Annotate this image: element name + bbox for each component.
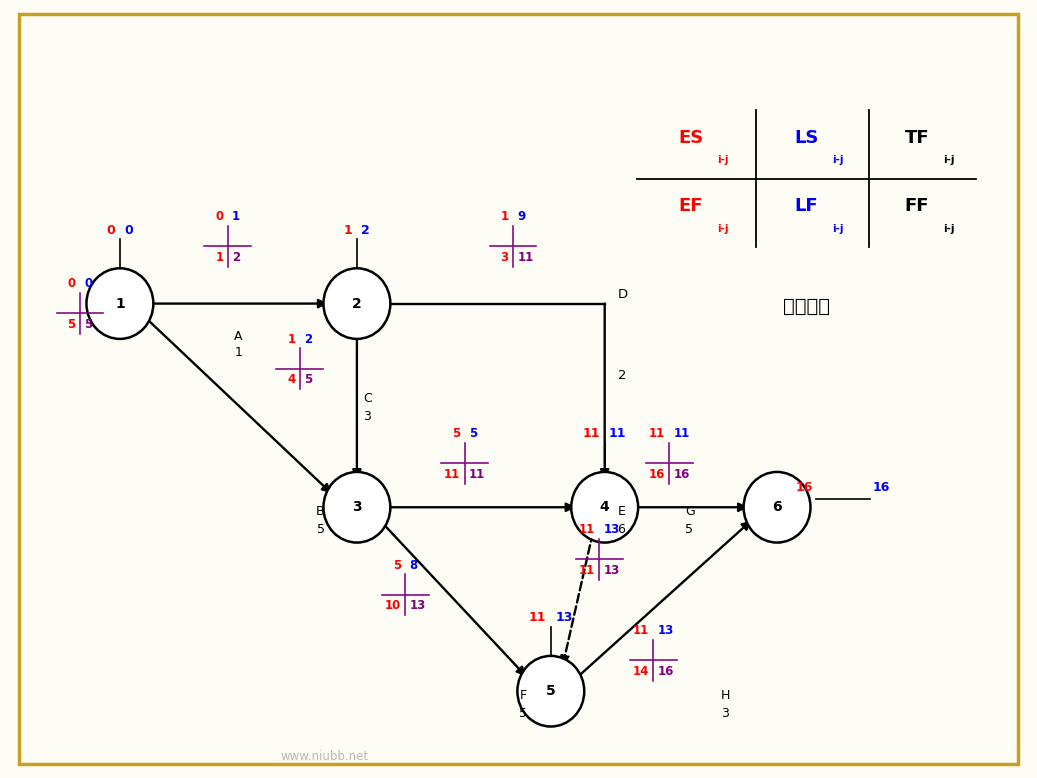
Text: 2: 2 <box>232 251 240 265</box>
Text: 2: 2 <box>361 224 370 237</box>
Text: i-j: i-j <box>833 156 844 166</box>
Text: E: E <box>618 505 625 517</box>
Text: 5: 5 <box>304 373 312 387</box>
Text: www.niubb.net: www.niubb.net <box>281 751 368 763</box>
Text: 5: 5 <box>685 523 694 536</box>
Text: 4: 4 <box>599 500 610 514</box>
Text: 2: 2 <box>304 333 312 345</box>
Text: 5: 5 <box>545 684 556 698</box>
Text: 13: 13 <box>657 624 674 637</box>
Text: i-j: i-j <box>717 224 728 233</box>
Ellipse shape <box>744 472 811 542</box>
Text: 16: 16 <box>674 468 690 481</box>
Text: 11: 11 <box>469 468 485 481</box>
Text: 11: 11 <box>579 523 595 536</box>
Text: 16: 16 <box>657 665 674 678</box>
Text: EF: EF <box>678 198 703 216</box>
Text: 11: 11 <box>529 612 546 625</box>
Ellipse shape <box>571 472 638 542</box>
Text: H: H <box>721 689 730 702</box>
Text: 2: 2 <box>352 296 362 310</box>
Text: 5: 5 <box>67 318 76 331</box>
Text: 0: 0 <box>107 224 115 237</box>
Text: 1: 1 <box>501 210 509 223</box>
Text: 5: 5 <box>393 559 401 572</box>
Text: 1: 1 <box>344 224 353 237</box>
Text: 13: 13 <box>410 599 426 612</box>
Text: 5: 5 <box>469 427 477 440</box>
Text: 4: 4 <box>287 373 296 387</box>
Text: 1: 1 <box>234 345 243 359</box>
Text: 6: 6 <box>618 523 625 536</box>
Text: 2: 2 <box>618 370 626 382</box>
Text: 标注参数: 标注参数 <box>783 296 831 316</box>
Text: 11: 11 <box>444 468 460 481</box>
Text: 16: 16 <box>648 468 665 481</box>
Text: C: C <box>363 391 372 405</box>
Text: D: D <box>618 288 627 301</box>
Text: 13: 13 <box>604 523 620 536</box>
Text: i-j: i-j <box>833 224 844 233</box>
Text: 0: 0 <box>124 224 133 237</box>
Text: 6: 6 <box>773 500 782 514</box>
Ellipse shape <box>324 268 390 339</box>
Text: 11: 11 <box>649 427 665 440</box>
Text: 16: 16 <box>795 481 813 494</box>
Text: 1: 1 <box>232 210 240 223</box>
Text: 16: 16 <box>873 481 891 494</box>
Text: F: F <box>520 689 527 702</box>
Text: TF: TF <box>905 129 929 147</box>
Text: 5: 5 <box>84 318 92 331</box>
Text: 9: 9 <box>517 210 526 223</box>
Text: 0: 0 <box>216 210 223 223</box>
Text: 1: 1 <box>115 296 124 310</box>
Text: 3: 3 <box>353 500 362 514</box>
Text: B: B <box>316 505 325 517</box>
Text: 3: 3 <box>721 707 729 720</box>
Text: A: A <box>234 330 243 343</box>
Text: 1: 1 <box>287 333 296 345</box>
Text: i-j: i-j <box>943 156 954 166</box>
Text: 1: 1 <box>216 251 223 265</box>
Ellipse shape <box>86 268 153 339</box>
Text: 8: 8 <box>410 559 418 572</box>
Text: FF: FF <box>905 198 929 216</box>
Text: 11: 11 <box>579 564 595 577</box>
Text: 11: 11 <box>517 251 534 265</box>
Text: 13: 13 <box>604 564 620 577</box>
Text: 0: 0 <box>67 278 76 290</box>
Text: LF: LF <box>795 198 818 216</box>
Text: 11: 11 <box>633 624 649 637</box>
Text: LS: LS <box>794 129 819 147</box>
Text: 5: 5 <box>520 707 527 720</box>
Text: i-j: i-j <box>717 156 728 166</box>
Text: 11: 11 <box>609 427 626 440</box>
Text: 3: 3 <box>363 410 371 423</box>
Ellipse shape <box>324 472 390 542</box>
Text: ES: ES <box>678 129 703 147</box>
Text: 5: 5 <box>316 523 325 536</box>
Text: 3: 3 <box>501 251 509 265</box>
Text: 5: 5 <box>452 427 460 440</box>
Text: 0: 0 <box>84 278 92 290</box>
Text: 10: 10 <box>385 599 401 612</box>
Text: 14: 14 <box>633 665 649 678</box>
Text: 11: 11 <box>583 427 600 440</box>
Text: G: G <box>685 505 695 517</box>
Text: i-j: i-j <box>943 224 954 233</box>
Text: 11: 11 <box>674 427 690 440</box>
Ellipse shape <box>517 656 584 727</box>
Text: 13: 13 <box>555 612 572 625</box>
